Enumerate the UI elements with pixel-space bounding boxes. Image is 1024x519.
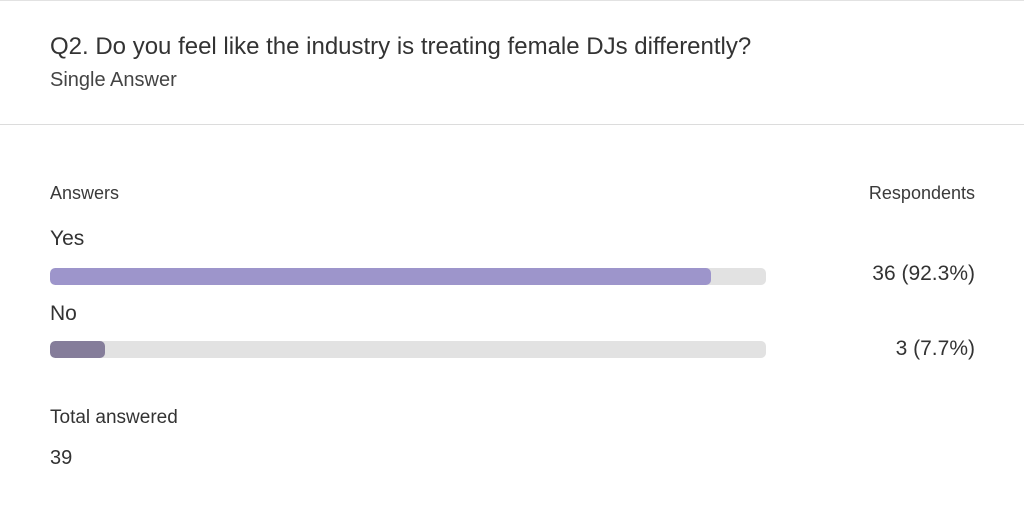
total-answered-label: Total answered xyxy=(50,407,178,428)
answer-label-yes: Yes xyxy=(50,227,85,250)
total-answered-value: 39 xyxy=(50,447,73,469)
answers-column-header: Answers xyxy=(50,183,120,203)
respondent-count-no: 3 (7.7%) xyxy=(895,337,975,360)
bar-track-yes xyxy=(50,268,766,285)
question-header: Q2. Do you feel like the industry is tre… xyxy=(0,0,1024,125)
respondents-column-header: Respondents xyxy=(868,183,975,203)
answer-type-label: Single Answer xyxy=(50,69,177,91)
bar-track-no xyxy=(50,341,766,358)
respondent-count-yes: 36 (92.3%) xyxy=(872,262,975,285)
bar-yes xyxy=(50,268,711,285)
answer-label-no: No xyxy=(50,302,77,325)
bar-no xyxy=(50,341,106,358)
question-title: Q2. Do you feel like the industry is tre… xyxy=(50,33,752,60)
